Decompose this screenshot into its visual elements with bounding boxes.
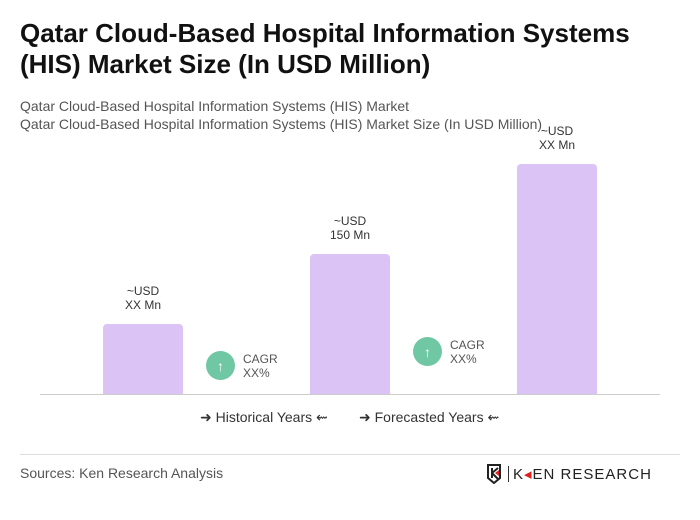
arrow-left-icon: ⇜	[312, 409, 328, 425]
cagr-badge: ↑ CAGR XX%	[206, 351, 278, 380]
ken-research-logo: K◂EN RESEARCH	[486, 464, 652, 484]
cagr-badge: ↑ CAGR XX%	[413, 337, 485, 366]
bar-label-line: XX Mn	[538, 138, 575, 152]
bar	[310, 254, 390, 394]
cagr-value: XX%	[243, 365, 270, 380]
bar	[103, 324, 183, 394]
logo-icon	[487, 464, 501, 484]
footer-divider	[20, 454, 680, 455]
arrow-right-icon: ➜	[200, 409, 216, 425]
bar-label-line: ~USD	[540, 124, 574, 138]
legend-forecasted: ➜ Forecasted Years ⇜	[359, 409, 500, 425]
bar-label-line: XX Mn	[124, 298, 161, 312]
cagr-value: XX%	[450, 351, 477, 366]
cagr-label: CAGR	[450, 337, 485, 352]
bar-label-line: ~USD	[333, 214, 367, 228]
arrow-up-icon: ↑	[413, 337, 442, 366]
bar-label-line: ~USD	[126, 284, 160, 298]
arrow-up-icon: ↑	[206, 351, 235, 380]
bar	[517, 164, 597, 394]
cagr-label: CAGR	[243, 351, 278, 366]
bar-label-line: 150 Mn	[329, 228, 371, 242]
subtitle: Qatar Cloud-Based Hospital Information S…	[20, 98, 410, 114]
source-text: Sources: Ken Research Analysis	[20, 465, 224, 481]
bar-label: ~USD XX Mn	[507, 124, 607, 152]
x-axis	[40, 394, 660, 395]
arrow-right-icon: ➜	[359, 409, 375, 425]
bar-label: ~USD 150 Mn	[300, 214, 400, 242]
chart-subtitle: Qatar Cloud-Based Hospital Information S…	[20, 116, 543, 132]
arrow-left-icon: ⇜	[483, 409, 500, 425]
page-title: Qatar Cloud-Based Hospital Information S…	[20, 18, 630, 79]
legend-historical: ➜ Historical Years ⇜	[200, 409, 328, 425]
bar-label: ~USD XX Mn	[93, 284, 193, 312]
